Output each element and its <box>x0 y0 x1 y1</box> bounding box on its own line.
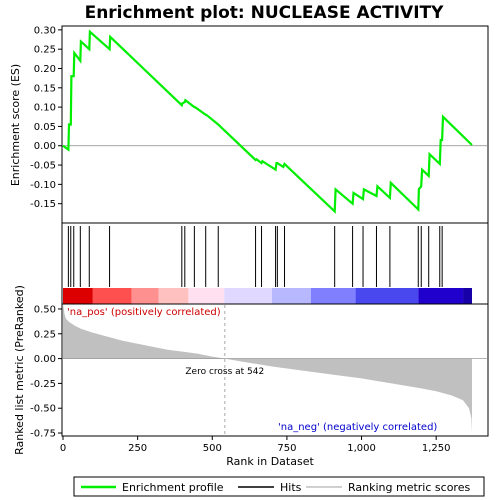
es-y-tick-label: -0.05 <box>30 161 56 172</box>
heat-segment <box>92 288 132 304</box>
heat-segment <box>224 288 272 304</box>
es-y-axis: 0.30 0.25 0.20 0.15 0.10 0.05 0.00 -0.05 -0.10 -0… <box>30 25 62 210</box>
legend-enrichment-label: Enrichment profile <box>122 481 224 494</box>
legend: Enrichment profile Hits Ranking metric s… <box>73 476 485 497</box>
es-y-tick-label: 0.05 <box>34 122 56 133</box>
es-y-tick-label: 0.10 <box>34 103 56 114</box>
es-y-tick-label: 0.30 <box>34 25 56 36</box>
es-y-tick-label: 0.25 <box>34 45 56 56</box>
heat-segment <box>355 288 419 304</box>
metric-y-tick-label: 0.50 <box>34 304 56 315</box>
neg-label: 'na_neg' (negatively correlated) <box>278 422 437 433</box>
heat-segment <box>158 288 189 304</box>
metric-y-tick-label: -0.25 <box>30 379 56 390</box>
heat-segment <box>131 288 159 304</box>
metric-y-tick-label: -0.75 <box>30 429 56 440</box>
chart-title: Enrichment plot: NUCLEASE ACTIVITY <box>85 3 445 23</box>
metric-y-tick-label: -0.50 <box>30 404 56 415</box>
hits-markers <box>67 226 443 287</box>
heat-segment <box>63 288 93 304</box>
es-y-tick-label: -0.10 <box>30 180 56 191</box>
metric-y-axis: 0.50 0.25 0.00 -0.25 -0.50 -0.75 <box>30 304 62 440</box>
legend-hits-label: Hits <box>280 481 302 494</box>
metric-x-tick-label: 250 <box>128 443 147 454</box>
es-y-tick-label: -0.15 <box>30 199 56 210</box>
zero-cross-label: Zero cross at 542 <box>185 367 264 377</box>
enrichment-profile-line <box>62 29 473 214</box>
metric-x-axis: 0 250 500 750 1,000 1,250 <box>60 436 451 454</box>
heat-segment <box>418 288 464 304</box>
metric-x-tick-label: 1,000 <box>347 443 376 454</box>
es-y-label: Enrichment score (ES) <box>9 64 22 186</box>
metric-x-label: Rank in Dataset <box>226 455 314 468</box>
metric-y-tick-label: 0.25 <box>34 329 56 340</box>
es-y-tick-label: 0.00 <box>34 141 56 152</box>
heat-segment <box>188 288 225 304</box>
es-panel-frame <box>61 25 489 224</box>
es-panel: 0.30 0.25 0.20 0.15 0.10 0.05 0.00 -0.05 -0.10 -0… <box>9 25 489 224</box>
ranking-metric-area <box>63 304 472 433</box>
heat-segment <box>310 288 356 304</box>
ranking-heat-bar <box>63 288 472 304</box>
hits-panel <box>61 222 489 305</box>
heat-segment <box>271 288 311 304</box>
metric-panel: Zero cross at 542 'na_pos' (positively c… <box>13 285 489 468</box>
es-y-tick-label: 0.15 <box>34 83 56 94</box>
metric-x-tick-label: 750 <box>277 443 296 454</box>
es-y-tick-label: 0.20 <box>34 64 56 75</box>
metric-x-tick-label: 1,250 <box>422 443 451 454</box>
legend-box <box>73 476 485 497</box>
metric-x-tick-label: 500 <box>203 443 222 454</box>
legend-metric-label: Ranking metric scores <box>348 481 470 494</box>
heat-segment <box>463 288 472 304</box>
metric-y-tick-label: 0.00 <box>34 354 56 365</box>
metric-y-label: Ranked list metric (PreRanked) <box>13 285 26 455</box>
pos-label: 'na_pos' (positively correlated) <box>67 307 221 318</box>
metric-x-tick-label: 0 <box>60 443 66 454</box>
